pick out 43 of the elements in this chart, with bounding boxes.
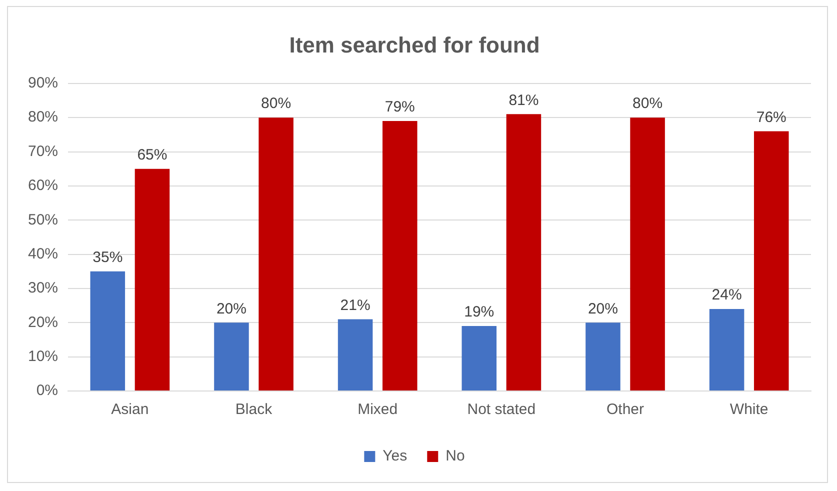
data-label: 19% bbox=[464, 304, 494, 321]
data-label: 21% bbox=[340, 296, 370, 314]
x-tick-label: Other bbox=[606, 401, 644, 418]
data-label: 79% bbox=[384, 98, 415, 116]
y-tick-label: 90% bbox=[28, 74, 58, 92]
y-tick-label: 10% bbox=[28, 348, 58, 365]
bar bbox=[338, 319, 373, 390]
bar bbox=[258, 118, 294, 390]
bar bbox=[630, 118, 665, 390]
chart-title: Item searched for found bbox=[289, 32, 540, 58]
y-tick-label: 0% bbox=[36, 382, 58, 400]
x-tick-label: Mixed bbox=[358, 401, 398, 418]
y-tick-label: 80% bbox=[28, 108, 58, 126]
data-label: 80% bbox=[632, 95, 663, 112]
legend-label: Yes bbox=[382, 448, 408, 465]
bar bbox=[382, 120, 418, 390]
data-label: 76% bbox=[756, 108, 786, 126]
data-label: 80% bbox=[261, 95, 292, 112]
bar bbox=[90, 271, 126, 390]
data-label: 24% bbox=[712, 286, 742, 304]
bar bbox=[462, 326, 497, 390]
bar bbox=[709, 308, 744, 390]
x-tick-label: Black bbox=[235, 401, 273, 418]
y-tick-label: 70% bbox=[28, 142, 58, 160]
y-tick-label: 20% bbox=[28, 314, 58, 331]
y-tick-label: 60% bbox=[28, 177, 58, 194]
data-label: 81% bbox=[508, 92, 539, 109]
bar bbox=[134, 168, 170, 390]
bar bbox=[214, 322, 249, 390]
x-tick-label: Not stated bbox=[467, 401, 536, 418]
data-label: 20% bbox=[588, 300, 618, 318]
y-tick-label: 30% bbox=[28, 280, 58, 297]
bar bbox=[506, 114, 542, 390]
data-label: 20% bbox=[216, 300, 246, 318]
bar bbox=[586, 322, 620, 390]
legend-label: No bbox=[446, 448, 465, 465]
bar bbox=[754, 131, 789, 390]
data-label: 65% bbox=[137, 146, 168, 164]
y-tick-label: 40% bbox=[28, 245, 58, 262]
data-label: 35% bbox=[92, 249, 123, 266]
x-tick-label: Asian bbox=[111, 401, 149, 418]
y-tick-label: 50% bbox=[28, 211, 58, 228]
x-tick-label: White bbox=[730, 401, 768, 418]
